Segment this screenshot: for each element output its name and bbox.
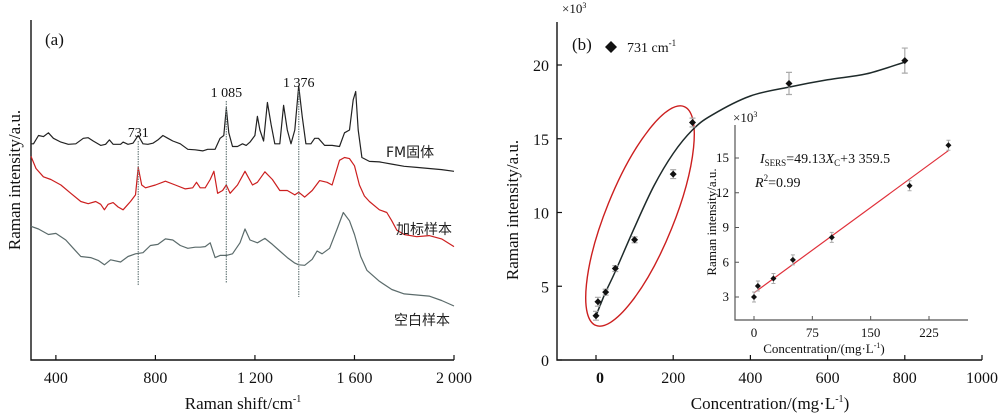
data-point <box>602 288 610 296</box>
inset-chart: 3 6 9 12 15 0 75 150 225 ×103 ISERS=49.13XC+3 3… <box>704 110 968 356</box>
inset-x-tick-label: 75 <box>806 325 819 340</box>
panel-b-x-tick-label: 600 <box>816 370 840 387</box>
inset-ylabel: Raman intensity/a.u. <box>704 168 719 275</box>
panel-a-axes <box>30 20 454 361</box>
panel-b-y-multiplier: ×103 <box>562 1 586 16</box>
inset-y-tick-label: 15 <box>716 150 729 165</box>
panel-b-x-tick-label: 200 <box>661 370 685 387</box>
panel-b-x-tick-label: 1000 <box>966 370 998 387</box>
data-point <box>901 57 909 65</box>
peak-annotation: 1 085 <box>211 86 243 101</box>
panel-a-x-tick-label: 1 200 <box>237 370 273 387</box>
series-label-blank-sample: 空白样本 <box>394 313 450 329</box>
series-label-fm-solid: FM固体 <box>386 145 434 161</box>
inset-y-multiplier: ×103 <box>733 110 757 125</box>
panel-b-label: (b) <box>572 35 592 54</box>
panel-b-x-tick-label: 400 <box>738 370 762 387</box>
inset-x-tick-label: 0 <box>751 325 758 340</box>
data-point <box>689 119 696 127</box>
panel-b-y-tick-label: 10 <box>533 206 549 223</box>
peak-annotation: 1 376 <box>283 76 315 91</box>
data-point <box>669 170 677 178</box>
inset-y-tick-label: 3 <box>723 289 730 304</box>
inset-data-point <box>770 275 777 282</box>
inset-r-squared: R2=0.99 <box>754 173 800 191</box>
data-point <box>631 236 639 244</box>
inset-data-point <box>828 234 835 241</box>
inset-data-point <box>754 282 761 289</box>
panel-b-y-tick-label: 20 <box>533 58 549 75</box>
legend-diamond-marker <box>605 41 617 53</box>
panel-b-x-tick-label: 0 <box>596 370 604 387</box>
inset-fit-line <box>753 150 949 294</box>
panel-b-y-tick-label: 0 <box>541 353 549 370</box>
inset-data-point <box>906 182 913 189</box>
inset-xlabel: Concentration/(mg·L-1) <box>763 341 884 356</box>
spectrum-line-1 <box>31 85 455 172</box>
panel-a-xlabel: Raman shift/cm-1 <box>185 394 301 413</box>
panel-b-axes <box>556 22 982 361</box>
panel-a-x-tick-label: 800 <box>143 370 167 387</box>
inset-x-tick-label: 150 <box>861 325 881 340</box>
inset-axes <box>734 125 968 321</box>
data-point <box>592 312 600 320</box>
inset-data-point <box>751 294 757 300</box>
panel-a-x-tick-label: 400 <box>44 370 68 387</box>
spectrum-line-2 <box>30 156 455 248</box>
panel-a-x-tick-label: 1 600 <box>336 370 372 387</box>
legend-label: 731 cm-1 <box>627 38 676 56</box>
data-point <box>611 265 619 273</box>
inset-equation: ISERS=49.13XC+3 359.5 <box>759 152 890 168</box>
series-label-spiked-sample: 加标样本 <box>396 222 452 238</box>
panel-b-y-tick-label: 5 <box>541 279 549 296</box>
spectrum-line-3 <box>30 211 455 307</box>
data-point <box>594 298 602 306</box>
panel-a-label: (a) <box>45 30 64 49</box>
inset-y-tick-label: 9 <box>723 220 730 235</box>
inset-x-tick-label: 225 <box>919 325 939 340</box>
fit-curve <box>595 61 906 317</box>
panel-a-x-tick-label: 2 000 <box>436 370 472 387</box>
panel-b-y-tick-label: 15 <box>533 132 549 149</box>
inset-y-tick-label: 6 <box>723 254 730 269</box>
highlight-ellipse <box>585 105 695 327</box>
panel-b-x-tick-label: 800 <box>893 370 917 387</box>
peak-annotation: 731 <box>128 126 149 141</box>
inset-data-point <box>945 142 952 149</box>
panel-b-xlabel: Concentration/(mg·L-1) <box>691 394 849 413</box>
inset-y-tick-label: 12 <box>716 185 729 200</box>
inset-data-point <box>789 256 796 263</box>
panel-b-ylabel: Raman intensity/a.u. <box>503 140 522 280</box>
panel-a-ylabel: Raman intensity/a.u. <box>5 110 24 250</box>
data-point <box>785 79 793 87</box>
panel-b-chart: 0 5 10 15 20 0 200 400 600 800 1000 ×103 (b) 731 … <box>503 1 998 413</box>
